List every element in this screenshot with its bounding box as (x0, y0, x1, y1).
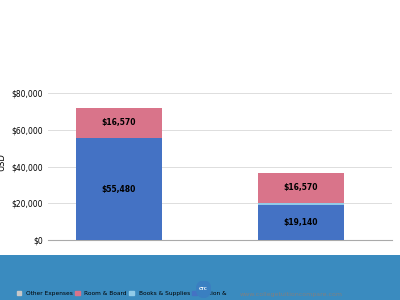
Legend: Other Expenses, Room & Board, Books & Supplies, Tuition &: Other Expenses, Room & Board, Books & Su… (16, 291, 227, 296)
Text: Loyola University Maryland 2024 Cost Of Attendance: Loyola University Maryland 2024 Cost Of … (71, 14, 329, 23)
Text: Tuition & fees, Books, Room, Room, Board, and Other Expenses: Tuition & fees, Books, Room, Room, Board… (0, 38, 400, 56)
Bar (76, 108, 162, 138)
Text: CTC: CTC (199, 287, 208, 291)
Bar (258, 205, 344, 240)
Bar (258, 203, 344, 205)
Text: $55,480: $55,480 (102, 184, 136, 194)
Text: $16,570: $16,570 (284, 183, 318, 192)
Text: $19,140: $19,140 (284, 218, 318, 227)
Circle shape (196, 281, 211, 298)
Text: www.collegetuitioncompare.com: www.collegetuitioncompare.com (240, 292, 343, 297)
Bar (258, 172, 344, 203)
Text: $16,570: $16,570 (102, 118, 136, 127)
Y-axis label: USD: USD (0, 153, 6, 171)
Bar (76, 138, 162, 240)
